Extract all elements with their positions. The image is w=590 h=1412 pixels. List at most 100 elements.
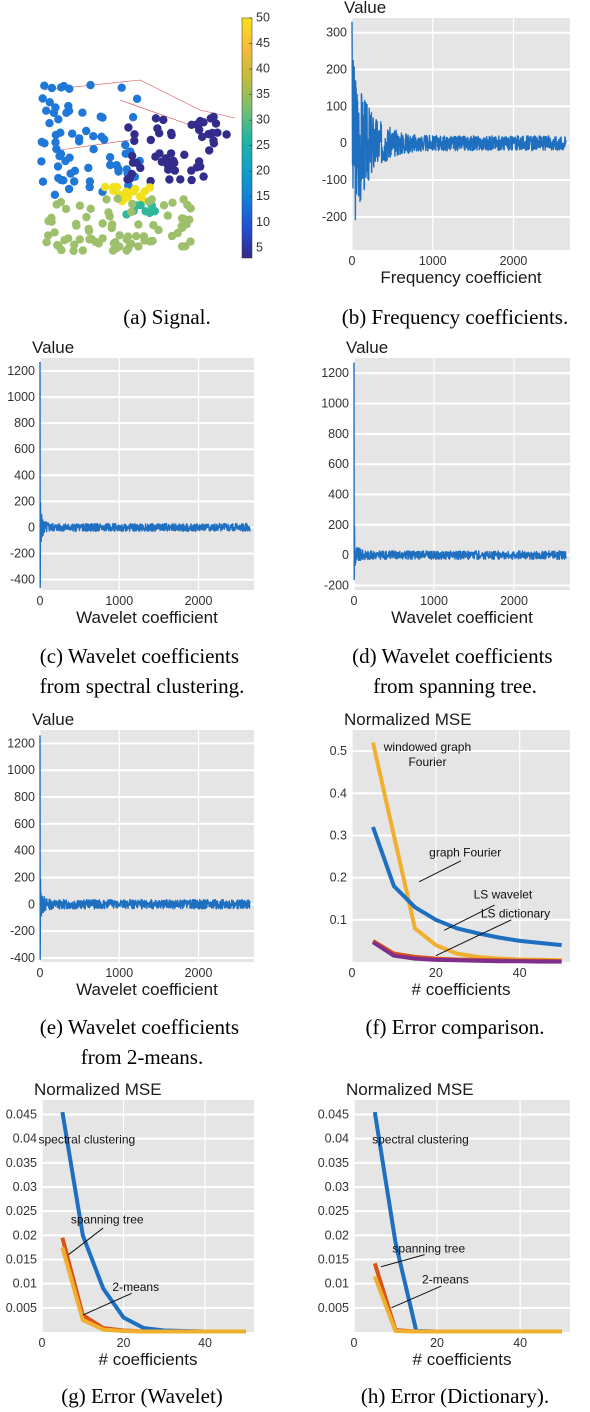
graph-node [114,167,123,176]
graph-node [170,166,180,175]
graph-node [52,144,61,154]
x-axis-title: Wavelet coefficient [391,608,533,627]
annotation-arrow [418,860,462,883]
y-tick-label: 0.035 [6,1156,37,1170]
caption-c-line-1: (c) Wavelet coefficients [40,644,239,668]
graph-node [128,199,137,209]
y-axis-title: Normalized MSE [34,1080,162,1099]
graph-node [199,118,208,127]
graph-node [42,237,51,247]
panel-g: 0.005 0.01 0.015 0.02 0.025 0.03 0.035 0.04 0.04… [6,1080,254,1369]
x-axis-title: # coefficients [99,1350,198,1369]
graph-node [50,190,60,199]
caption-h: (h) Error (Dictionary). [361,1384,549,1408]
graph-node [111,240,120,249]
graph-node [68,129,77,138]
graph-node [82,126,91,136]
graph-node [155,149,164,158]
graph-node [51,138,60,147]
graph-node [98,234,107,243]
y-tick-label: -200 [322,210,347,224]
panel-e: -400 -200 0 200 400 600 800 1000 1200 0 1000 2000 Va… [7,710,254,999]
graph-node [128,113,138,122]
graph-node [61,204,71,214]
y-tick-label: 600 [14,817,35,831]
graph-node [211,119,221,128]
x-tick-label: 20 [430,1336,444,1350]
plot-background [40,730,254,962]
caption-a-line-1: (a) Signal. [123,305,210,329]
graph-node [42,106,51,115]
y-tick-label: 0.02 [325,1228,349,1242]
caption-b: (b) Frequency coefficients. [342,305,568,329]
colorbar-tick-label: 50 [256,11,270,25]
graph-node [131,232,141,241]
annotation-line: Fourier [408,755,446,769]
annotation: 2-means [112,1280,159,1294]
caption-d: (d) Wavelet coefficients from spanning t… [352,644,558,698]
y-tick-label: 0.015 [6,1253,37,1267]
caption-e-line-2: from 2-means. [81,1045,203,1069]
y-tick-label: 1000 [321,396,349,410]
x-tick-label: 40 [198,1336,212,1350]
y-tick-label: 1000 [7,390,35,404]
annotation: spectral clustering [38,1133,135,1147]
x-tick-label: 20 [117,1336,131,1350]
y-tick-label: 800 [14,416,35,430]
y-tick-label: 0.1 [330,913,347,927]
graph-node [204,130,213,139]
caption-a: (a) Signal. [123,305,210,329]
graph-node [134,242,143,251]
graph-node [130,130,139,139]
graph-node [122,246,131,255]
caption-d-line-1: (d) Wavelet coefficients [352,644,552,668]
colorbar-strip [241,17,253,259]
graph-node [49,108,59,118]
graph-node [89,145,98,154]
y-tick-label: 200 [328,518,349,532]
y-axis-title: Value [32,710,74,729]
annotation-line: 2-means [112,1280,159,1294]
y-axis-title: Normalized MSE [344,710,472,729]
graph-node [45,98,54,107]
colorbar-tick-label: 35 [256,87,270,101]
caption-e-line-1: (e) Wavelet coefficients [40,1015,239,1039]
y-tick-label: 0 [28,520,35,534]
graph-node [104,208,113,217]
graph-node [56,128,65,137]
caption-c: (c) Wavelet coefficients from spectral c… [40,644,245,698]
graph-node [128,151,137,161]
annotation-line: spanning tree [392,1241,465,1255]
x-tick-label: 1000 [105,966,133,980]
annotation-arrow [435,919,512,957]
caption-c-line-2: from spectral clustering. [40,674,245,698]
y-tick-label: 0.3 [330,828,347,842]
y-tick-label: 0.2 [330,871,347,885]
graph-node [65,153,74,162]
annotation: windowed graph Fourier [383,740,471,769]
graph-node [147,195,156,204]
caption-h-line-1: (h) Error (Dictionary). [361,1384,549,1408]
graph-node [159,115,168,125]
graph-node [167,128,176,138]
series-line-3 [371,940,562,964]
x-tick-label: 2000 [500,254,528,268]
graph-node [149,221,158,230]
x-tick-label: 0 [351,1336,358,1350]
colorbar-tick-label: 30 [256,113,270,127]
y-tick-label: 0.01 [325,1277,349,1291]
graph-node [155,129,164,138]
colorbar-tick-label: 40 [256,62,270,76]
annotation-arrow [391,1285,442,1309]
graph-node [105,153,115,162]
annotation: 2-means [422,1273,469,1287]
y-tick-label: 0.035 [318,1156,349,1170]
graph-node [165,175,174,184]
caption-b-line-1: (b) Frequency coefficients. [342,305,568,329]
graph-node [84,163,93,173]
graph-node [115,231,124,240]
panel-f: 0.1 0.2 0.3 0.4 0.5 0 20 40 Normalized MSE # coef… [330,710,570,999]
graph-node [53,162,63,171]
graph-node [85,182,94,192]
